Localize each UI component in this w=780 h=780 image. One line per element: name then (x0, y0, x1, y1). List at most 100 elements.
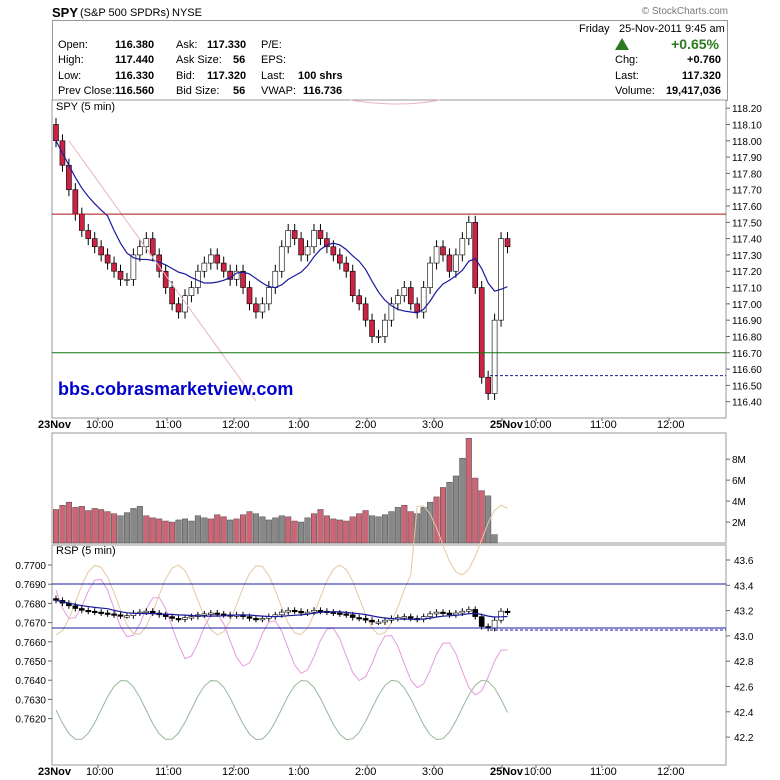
time-axis-label: 23Nov (38, 419, 72, 431)
rsp-body (291, 609, 298, 613)
candle-body (220, 262, 227, 272)
rsp-body (214, 612, 221, 615)
rsp-body (407, 616, 414, 619)
volume-bar (446, 482, 453, 544)
rsp-body (117, 614, 124, 617)
candle-body (504, 238, 511, 248)
rsp-body (169, 616, 175, 619)
volume-bar (401, 505, 408, 544)
time-axis-label: 11:00 (155, 766, 182, 778)
candle-body (111, 262, 117, 272)
volume-bar (375, 516, 382, 544)
volume-bar (91, 508, 98, 544)
candle-body (137, 246, 143, 256)
rsp-body (104, 612, 111, 615)
rsp-body (427, 613, 433, 617)
volume-bar (420, 507, 427, 544)
volume-bar (433, 496, 440, 544)
candle-body (446, 254, 453, 272)
volume-bar (175, 519, 182, 544)
rsp-body (162, 614, 169, 617)
time-axis-label: 2:00 (355, 419, 376, 431)
candle-body (169, 287, 175, 305)
rsp-body (336, 612, 343, 615)
rsp-right-label: 43.4 (734, 581, 754, 592)
rsp-body (175, 618, 182, 621)
candle-body (465, 222, 472, 239)
volume-bar (207, 518, 214, 544)
time-axis-label: 2:00 (355, 766, 376, 778)
volume-bar (317, 509, 324, 544)
candle-body (259, 303, 266, 313)
candle-body (182, 295, 188, 313)
rsp-left-label: 0.7660 (15, 638, 46, 649)
time-axis-label: 25Nov (490, 766, 524, 778)
rsp-body (459, 610, 466, 614)
price-y-label: 118.10 (732, 120, 762, 131)
rsp-body (382, 619, 388, 623)
candle-body (266, 287, 272, 305)
candle-body (304, 246, 311, 256)
rsp-body (285, 609, 292, 613)
time-axis-label: 12:00 (222, 419, 250, 431)
open-value: 116.380 (115, 39, 155, 51)
volume-bar (291, 520, 298, 544)
rsp-right-label: 42.8 (734, 657, 754, 668)
volume-bar (285, 516, 292, 544)
volume-bar (233, 518, 240, 544)
volume-bar (194, 515, 201, 544)
rsp-body (182, 617, 188, 620)
candle-body (104, 254, 111, 264)
volume-y-label: 8M (732, 455, 746, 466)
rsp-body (298, 610, 304, 614)
rsp-body (401, 616, 408, 619)
volume-bar (388, 511, 395, 544)
volume-bar (78, 506, 85, 544)
candle-body (124, 279, 130, 281)
candle-body (407, 287, 414, 305)
time-axis-label: 1:00 (288, 419, 309, 431)
candle-body (362, 303, 369, 321)
rsp-body (504, 610, 511, 614)
price-y-label: 117.30 (732, 251, 762, 262)
volume-bar (85, 510, 92, 544)
rsp-body (453, 612, 459, 616)
bid-label: Bid: (176, 70, 195, 82)
volume-bar (220, 516, 227, 544)
rsp-right-label: 43.6 (734, 556, 754, 567)
volume-bar (336, 519, 343, 544)
volume-bar (214, 514, 221, 544)
volume-bar (259, 516, 266, 544)
time-axis-label: 3:00 (422, 419, 443, 431)
candle-body (188, 287, 195, 296)
rsp-body (278, 611, 285, 616)
volume-bar (111, 513, 118, 544)
volume-bar (252, 513, 259, 544)
volume-bar (278, 515, 285, 544)
rsp-left-label: 0.7690 (15, 580, 46, 591)
volume-bar (311, 513, 318, 544)
candle-body (491, 319, 498, 394)
time-axis-label: 10:00 (524, 766, 552, 778)
candle-body (427, 262, 433, 288)
candle-body (420, 287, 427, 313)
rsp-body (85, 609, 92, 613)
volume-bar (149, 517, 156, 544)
rsp-body (72, 605, 79, 609)
ask-size-label: Ask Size: (176, 54, 222, 66)
watermark: bbs.cobrasmarketview.com (58, 379, 293, 399)
price-panel (51, 99, 727, 419)
volume-bar (349, 516, 356, 544)
volume-bar (304, 517, 311, 544)
volume-bar (427, 501, 434, 544)
last-label: Last: (261, 70, 285, 82)
bid-size-value: 56 (233, 85, 246, 97)
candle-body (375, 336, 382, 338)
candle-body (472, 222, 479, 288)
security-name: (S&P 500 SPDRs) (80, 7, 170, 19)
ask-label: Ask: (176, 39, 198, 51)
low-label: Low: (58, 70, 82, 82)
rsp-body (259, 618, 266, 621)
volume-value: 19,417,036 (665, 85, 721, 97)
